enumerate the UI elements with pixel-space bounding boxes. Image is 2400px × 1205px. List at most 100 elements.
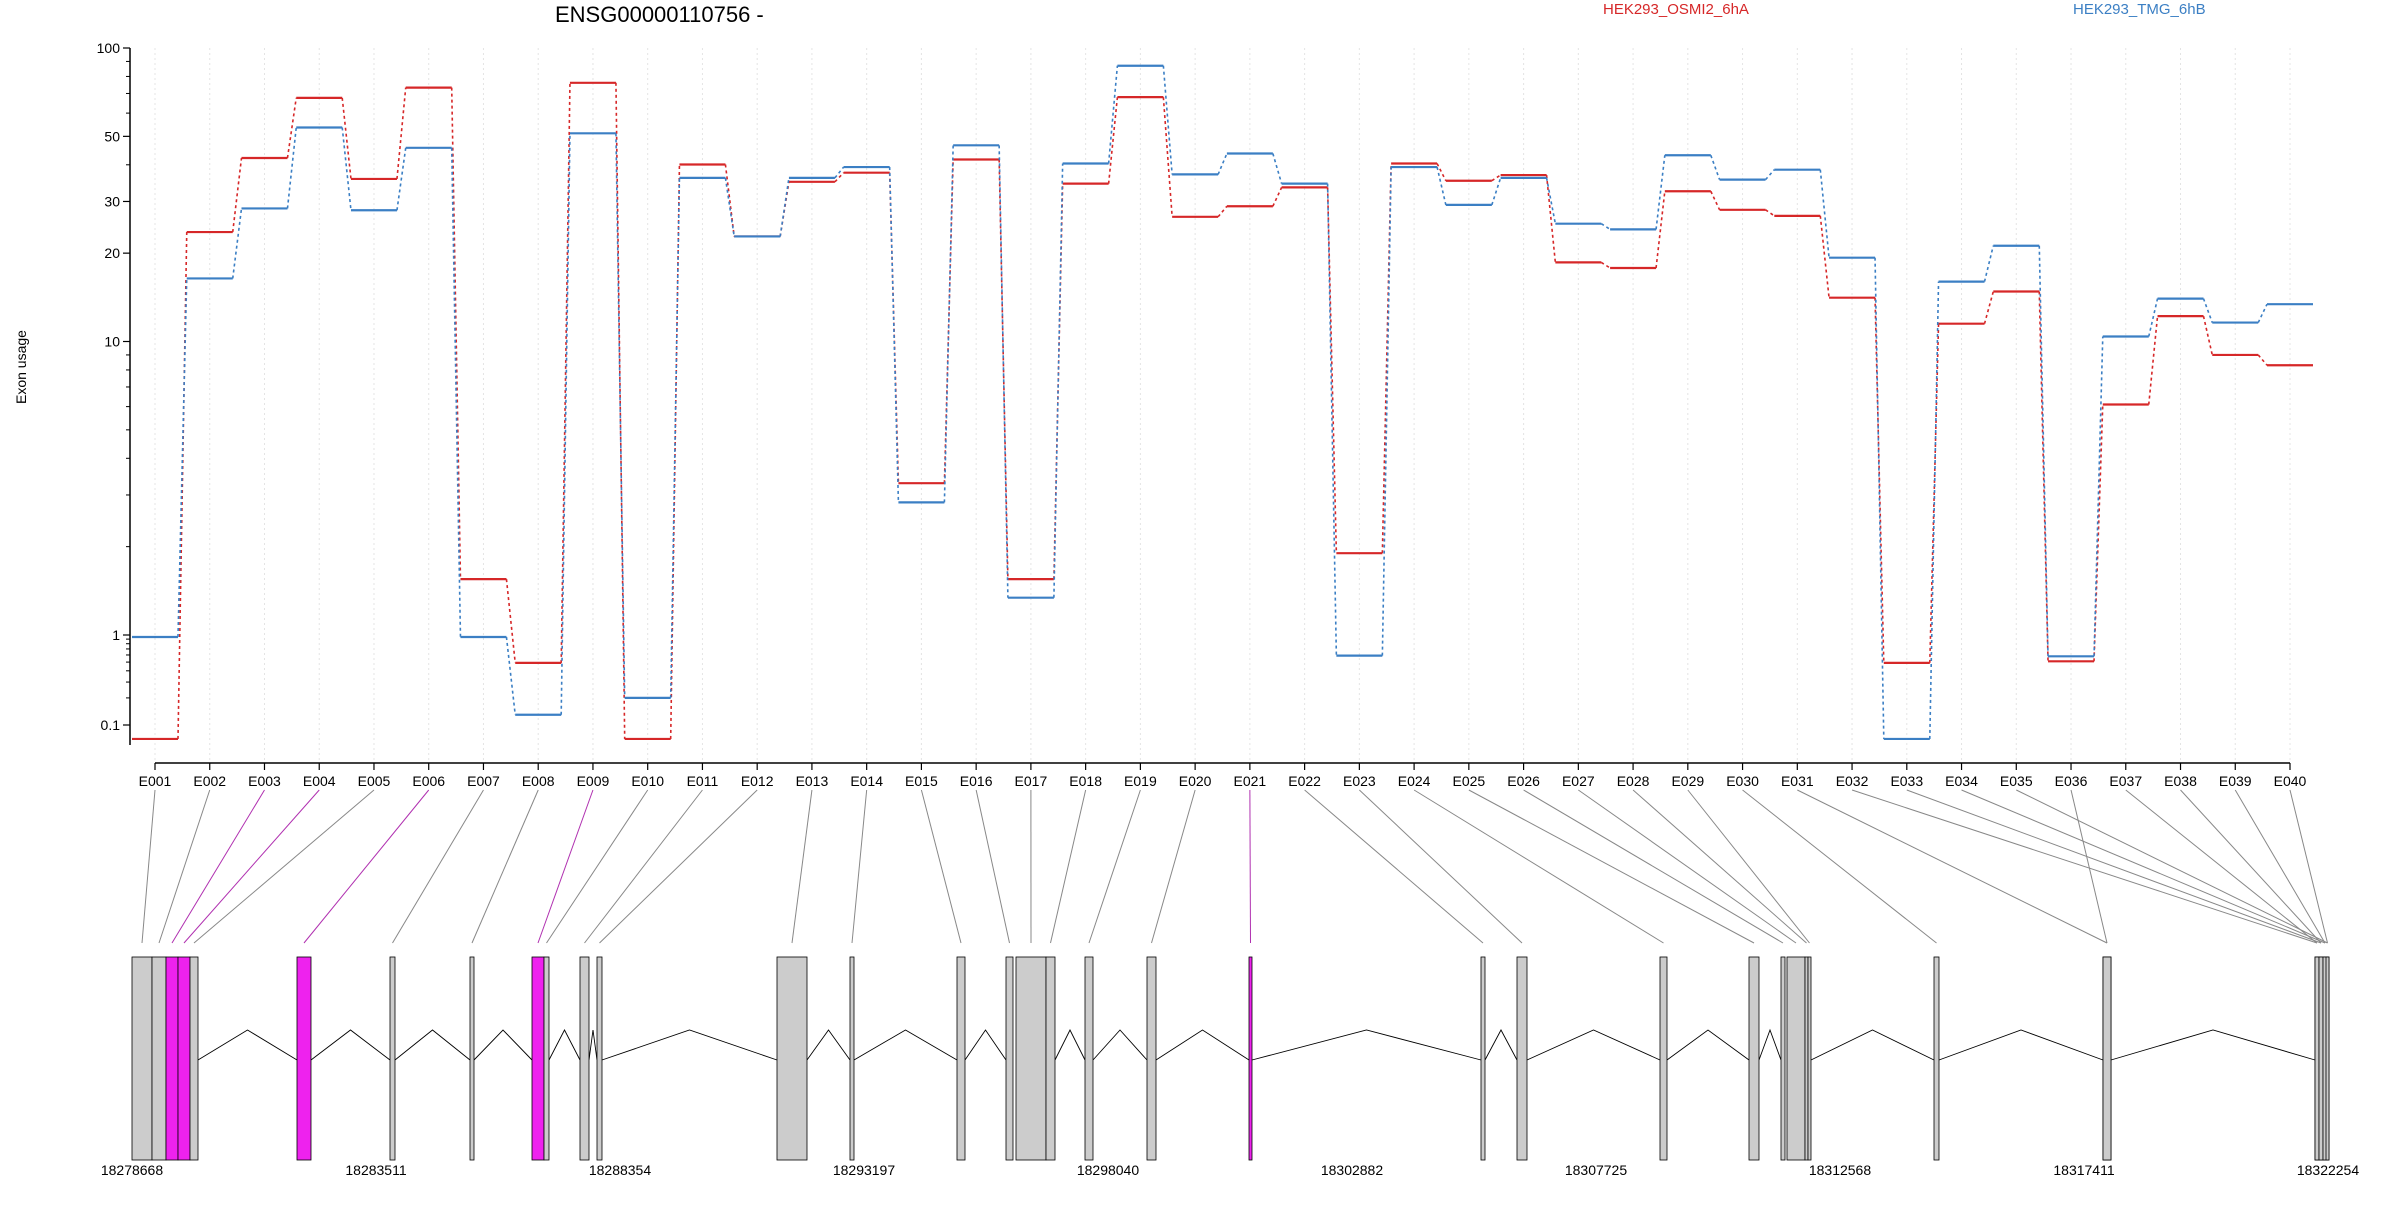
x-tick-label: E027 xyxy=(1562,773,1595,789)
series-connector xyxy=(342,98,351,179)
intron-line xyxy=(549,1030,580,1060)
series-connector xyxy=(2094,405,2103,662)
exon-connector xyxy=(1250,790,1251,943)
exon-box-e021 xyxy=(1249,957,1252,1160)
genomic-coordinate-label: 18288354 xyxy=(589,1162,652,1178)
genomic-coordinate-label: 18317411 xyxy=(2053,1162,2114,1178)
exon-connector xyxy=(852,790,867,943)
exon-box-e020 xyxy=(1147,957,1156,1160)
exon-box-e029 xyxy=(1808,957,1811,1160)
exon-box-e001 xyxy=(132,957,152,1160)
x-tick-label: E028 xyxy=(1617,773,1650,789)
intron-line xyxy=(589,1030,597,1060)
series-connector xyxy=(1820,216,1829,298)
exon-connector xyxy=(1359,790,1522,943)
series-connector xyxy=(1109,97,1118,183)
x-tick-label: E013 xyxy=(796,773,829,789)
intron-line xyxy=(602,1030,777,1060)
exon-connector xyxy=(472,790,538,943)
x-tick-label: E002 xyxy=(193,773,226,789)
x-tick-label: E036 xyxy=(2055,773,2088,789)
exon-connector xyxy=(184,790,319,943)
exon-connector xyxy=(1743,790,1937,943)
series-connector xyxy=(1437,164,1446,181)
intron-line xyxy=(1156,1030,1249,1060)
intron-line xyxy=(311,1030,390,1060)
x-tick-label: E024 xyxy=(1398,773,1431,789)
x-tick-label: E003 xyxy=(248,773,281,789)
series-connector xyxy=(1711,191,1720,210)
exon-connector xyxy=(600,790,758,943)
series-connector xyxy=(1547,175,1556,262)
exon-box-e038 xyxy=(2319,957,2323,1160)
genomic-coordinate-label: 18302882 xyxy=(1321,1162,1384,1178)
exon-box-e015 xyxy=(957,957,965,1160)
series-2 xyxy=(132,66,2313,739)
exon-box-e003 xyxy=(166,957,178,1160)
series-connector xyxy=(397,88,406,179)
series-connector xyxy=(1766,170,1775,180)
exon-connector xyxy=(142,790,155,943)
series-connector xyxy=(2204,316,2213,355)
exon-box-e018 xyxy=(1046,957,1055,1160)
exon-connector xyxy=(159,790,210,943)
y-tick-label: 1 xyxy=(112,627,120,643)
x-tick-label: E039 xyxy=(2219,773,2252,789)
y-tick-label: 50 xyxy=(104,128,120,144)
series-connector xyxy=(1273,187,1282,206)
y-axis-label: Exon usage xyxy=(13,330,29,404)
y-tick-label: 100 xyxy=(97,40,121,56)
genomic-coordinate-label: 18293197 xyxy=(833,1162,896,1178)
series-connector xyxy=(1711,155,1720,179)
x-tick-label: E005 xyxy=(358,773,391,789)
x-tick-label: E030 xyxy=(1726,773,1759,789)
exon-box-e024 xyxy=(1660,957,1667,1160)
exon-box-e028 xyxy=(1805,957,1808,1160)
series-connector xyxy=(178,278,187,637)
series-connector xyxy=(2204,299,2213,323)
exon-box-e011 xyxy=(580,957,589,1160)
exon-connector xyxy=(976,790,1009,943)
exon-connector xyxy=(585,790,703,943)
x-tick-label: E011 xyxy=(687,773,719,789)
exon-box-e037 xyxy=(2315,957,2319,1160)
exon-box-e005 xyxy=(190,957,198,1160)
x-tick-label: E038 xyxy=(2164,773,2197,789)
x-tick-label: E006 xyxy=(412,773,445,789)
series-connector xyxy=(287,127,296,208)
series-connector xyxy=(1547,178,1556,224)
exon-box-e009 xyxy=(532,957,544,1160)
exon-connector xyxy=(792,790,812,943)
series-connector xyxy=(1766,210,1775,216)
exon-connector xyxy=(1797,790,2107,943)
intron-line xyxy=(1759,1030,1781,1060)
series-connector xyxy=(452,148,461,637)
series-connector xyxy=(1820,170,1829,258)
exon-box-e025 xyxy=(1749,957,1759,1160)
exon-box-e022 xyxy=(1481,957,1485,1160)
x-tick-label: E023 xyxy=(1343,773,1376,789)
series-connector xyxy=(287,98,296,158)
x-tick-label: E035 xyxy=(2000,773,2033,789)
series-connector xyxy=(1492,178,1501,205)
series-connector xyxy=(1382,167,1391,656)
x-tick-label: E032 xyxy=(1836,773,1869,789)
intron-line xyxy=(807,1030,850,1060)
intron-line xyxy=(965,1030,1006,1060)
legend-series-1: HEK293_OSMI2_6hA xyxy=(1603,1,1749,18)
series-connector xyxy=(1218,154,1227,175)
x-tick-label: E026 xyxy=(1507,773,1540,789)
intron-line xyxy=(2111,1030,2315,1060)
exon-connector xyxy=(921,790,961,943)
series-connector xyxy=(1601,224,1610,230)
series-connector xyxy=(2039,246,2048,657)
intron-line xyxy=(1093,1030,1147,1060)
intron-line xyxy=(1939,1030,2103,1060)
exon-connector xyxy=(2071,790,2107,943)
series-connector xyxy=(1218,206,1227,217)
series-connector xyxy=(1109,66,1118,164)
x-tick-label: E031 xyxy=(1781,773,1814,789)
x-tick-label: E010 xyxy=(631,773,664,789)
exon-connector xyxy=(172,790,264,943)
